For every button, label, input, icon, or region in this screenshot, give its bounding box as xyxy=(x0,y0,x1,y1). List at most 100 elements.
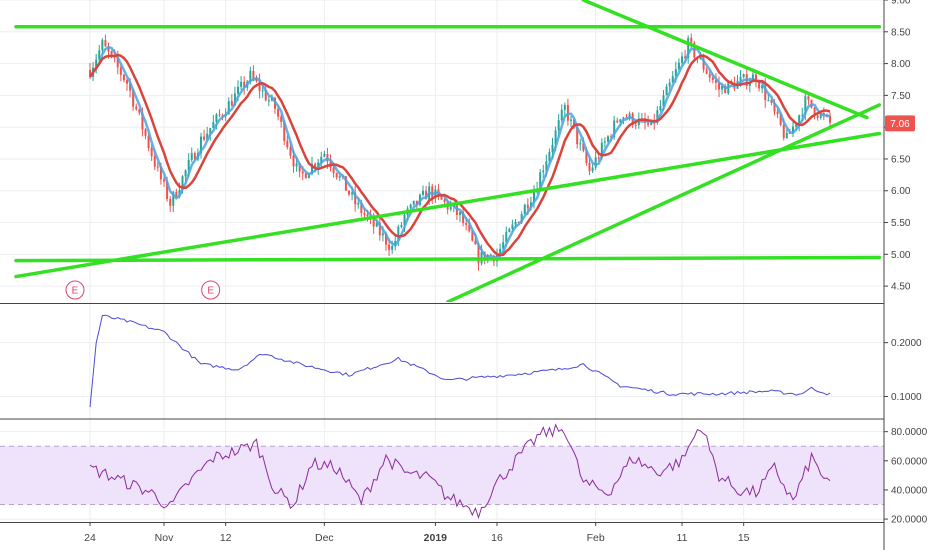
y-axis-tick-label: 0.1000 xyxy=(891,392,922,403)
candle-body xyxy=(378,222,381,236)
candle-body xyxy=(785,132,788,138)
candle-body xyxy=(391,246,394,250)
candle-body xyxy=(412,200,415,205)
candle-body xyxy=(338,175,341,178)
candle-body xyxy=(375,222,378,227)
candle-body xyxy=(545,161,548,171)
candle-body xyxy=(462,211,465,224)
candle-body xyxy=(277,108,280,117)
candle-body xyxy=(147,135,150,148)
last-price-badge-label: 7.06 xyxy=(890,119,910,130)
y-axis-tick-label: 8.50 xyxy=(891,27,911,38)
y-axis-tick-label: 9.00 xyxy=(891,0,911,7)
candle-body xyxy=(502,242,505,249)
candle-body xyxy=(714,80,717,83)
candle-body xyxy=(603,141,606,143)
candle-body xyxy=(622,117,625,120)
candle-body xyxy=(807,96,810,100)
candle-body xyxy=(381,233,384,236)
candle-body xyxy=(668,82,671,87)
candle-body xyxy=(372,216,375,227)
candle-body xyxy=(554,130,557,145)
candle-body xyxy=(344,176,347,191)
candle-body xyxy=(526,204,529,209)
candle-body xyxy=(792,126,794,134)
candle-body xyxy=(261,90,264,92)
trendline-bottom-horizontal xyxy=(14,255,882,263)
candle-body xyxy=(539,172,542,190)
candle-body xyxy=(258,81,261,91)
candle-body xyxy=(755,74,757,82)
candle-body xyxy=(126,80,128,84)
earnings-marker-circle xyxy=(201,280,221,300)
candle-body xyxy=(298,163,301,172)
candle-body xyxy=(758,81,761,89)
candle-body xyxy=(573,119,576,128)
candle-body xyxy=(388,244,391,250)
candle-body xyxy=(804,96,807,115)
candle-body xyxy=(474,240,477,245)
candle-body xyxy=(144,129,147,136)
candle-body xyxy=(468,224,471,232)
candle-body xyxy=(721,85,724,90)
candle-body xyxy=(311,163,313,174)
candle-body xyxy=(563,105,566,110)
candle-body xyxy=(348,190,350,195)
candle-body xyxy=(181,176,184,191)
candle-body xyxy=(119,67,122,75)
candle-body xyxy=(514,221,517,225)
candle-body xyxy=(175,191,178,197)
candle-body xyxy=(499,248,502,255)
candle-body xyxy=(240,81,243,87)
y-axis-tick-label: 80.0000 xyxy=(891,427,928,438)
y-axis-tick-label: 20.0000 xyxy=(891,515,928,526)
candle-body xyxy=(523,204,526,214)
candle-body xyxy=(267,100,270,102)
candle-body xyxy=(218,114,221,116)
candle-body xyxy=(465,223,468,225)
candle-body xyxy=(560,109,563,121)
candle-body xyxy=(616,120,619,123)
candle-body xyxy=(449,206,452,210)
candle-body xyxy=(400,225,403,227)
rsi-band xyxy=(0,445,884,506)
candle-body xyxy=(425,190,428,200)
candle-body xyxy=(135,106,138,110)
candle-body xyxy=(138,109,141,113)
candle-body xyxy=(702,58,705,70)
candle-body xyxy=(132,90,135,107)
candle-body xyxy=(795,124,798,127)
candle-body xyxy=(597,157,600,159)
candle-body xyxy=(761,85,764,89)
candle-body xyxy=(656,110,659,123)
candle-body xyxy=(280,116,283,122)
last-price-badge: 7.06 xyxy=(885,115,915,132)
candle-body xyxy=(579,143,582,145)
candle-body xyxy=(551,144,554,152)
candle-body xyxy=(307,173,310,179)
x-axis-tick-label: 2019 xyxy=(424,532,448,544)
candle-body xyxy=(89,69,91,77)
rsi-series-line xyxy=(89,423,831,520)
candle-body xyxy=(718,82,720,90)
trendline-rising-support xyxy=(14,131,882,279)
candle-body xyxy=(548,151,551,162)
y-axis-tick-label: 60.0000 xyxy=(891,456,928,467)
candle-body xyxy=(209,128,212,134)
candle-body xyxy=(98,50,101,60)
candle-body xyxy=(585,150,588,163)
candle-body xyxy=(674,69,677,77)
candle-body xyxy=(141,112,144,130)
candle-body xyxy=(203,136,206,140)
candle-body xyxy=(684,56,687,59)
x-axis-tick-label: Nov xyxy=(155,532,174,544)
x-axis-tick-label: Feb xyxy=(587,532,605,544)
candle-body xyxy=(129,83,132,91)
candle-body xyxy=(95,59,98,68)
candle-body xyxy=(206,133,209,140)
candle-body xyxy=(122,74,125,81)
candle-body xyxy=(264,90,267,101)
candle-body xyxy=(304,173,307,179)
candle-body xyxy=(212,122,215,129)
x-axis-tick-label: 15 xyxy=(738,532,750,544)
